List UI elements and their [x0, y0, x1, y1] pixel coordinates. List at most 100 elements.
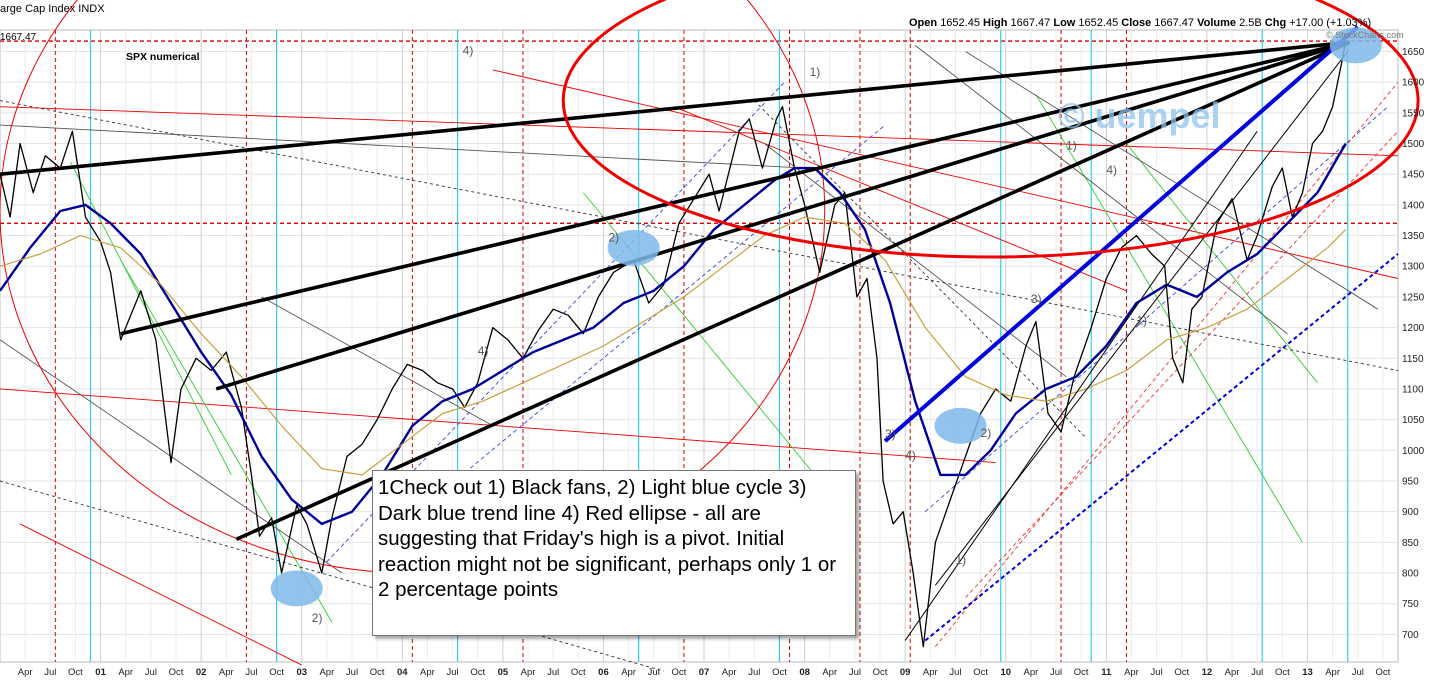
x-tick-label: Apr	[219, 667, 234, 678]
x-tick-label: Oct	[671, 667, 686, 678]
channel-line	[0, 124, 805, 169]
wave-label: 1)	[955, 553, 966, 567]
x-tick-label: Oct	[1275, 667, 1290, 678]
x-tick-label: Apr	[420, 667, 435, 678]
channel-line	[673, 106, 1127, 292]
support-line	[934, 51, 1349, 586]
channel-line	[0, 106, 1399, 157]
x-tick-label: Jul	[949, 667, 961, 678]
dashed-channel-line	[753, 100, 1087, 439]
red-ellipse	[561, 0, 1420, 259]
wave-label: 4)	[905, 449, 916, 463]
fan-line	[0, 40, 1350, 176]
x-tick-label: Apr	[18, 667, 33, 678]
y-tick-label: 1300	[1402, 262, 1425, 273]
x-tick-label: 09	[900, 667, 911, 678]
x-tick-label: Jul	[245, 667, 257, 678]
cycle-blob	[934, 407, 987, 444]
series-label: SPX numerical	[126, 51, 200, 63]
cycle-blobs	[270, 27, 1382, 607]
x-tick-label: Oct	[1174, 667, 1189, 678]
wave-label: 3)	[1031, 292, 1042, 306]
channel-line	[120, 259, 333, 623]
x-tick-label: 08	[799, 667, 810, 678]
cycle-blob	[270, 570, 323, 607]
x-tick-label: Oct	[873, 667, 888, 678]
plot-frame	[0, 29, 1399, 663]
y-tick-label: 1450	[1402, 170, 1425, 181]
channel-line	[261, 296, 494, 427]
x-tick-label: Jul	[648, 667, 660, 678]
x-tick-label: 06	[598, 667, 609, 678]
x-tick-label: 11	[1101, 667, 1112, 678]
x-tick-label: Oct	[68, 667, 83, 678]
series-ma_short	[0, 216, 1347, 476]
wave-label: 2)	[608, 231, 619, 245]
x-tick-label: Apr	[1225, 667, 1240, 678]
y-tick-label: 850	[1402, 538, 1419, 549]
x-tick-label: Oct	[269, 667, 284, 678]
y-tick-label: 1100	[1402, 384, 1424, 395]
channel-line	[965, 51, 1379, 310]
wave-label: 2)	[312, 611, 323, 625]
y-tick-label: 750	[1402, 599, 1419, 610]
x-tick-label: Oct	[571, 667, 586, 678]
y-tick-label: 1400	[1402, 200, 1425, 211]
stockcharts-watermark: © StockCharts.com	[1326, 30, 1404, 40]
wave-label: 3)	[885, 427, 896, 441]
dashed-trend-line	[924, 106, 1389, 513]
x-tick-label: Oct	[470, 667, 485, 678]
y-tick-label: 1150	[1402, 354, 1424, 365]
x-tick-label: Jul	[447, 667, 459, 678]
x-tick-label: Jul	[145, 667, 157, 678]
x-tick-label: Apr	[621, 667, 636, 678]
x-tick-label: Oct	[973, 667, 988, 678]
x-tick-label: 10	[1000, 667, 1011, 678]
wave-label: 4)	[463, 44, 474, 58]
cycle-blob	[607, 229, 660, 266]
x-tick-label: 13	[1302, 667, 1313, 678]
x-tick-label: Apr	[1325, 667, 1340, 678]
black-fans	[0, 0, 1420, 642]
ohlc-readout: Open 1652.45 High 1667.47 Low 1652.45 Cl…	[909, 17, 1371, 29]
dashed-channel-line	[0, 480, 664, 672]
x-tick-label: Jul	[44, 667, 56, 678]
y-tick-label: 1200	[1402, 323, 1425, 334]
dashed-red-line	[965, 130, 1399, 598]
axes: 700 750 800 850 900 950 1000 1050 1100 1150 1200 12…	[18, 47, 1425, 678]
y-tick-label: 1250	[1402, 292, 1425, 303]
x-tick-label: Jul	[1251, 667, 1263, 678]
author-watermark: © uempel	[1058, 95, 1221, 136]
x-tick-label: Jul	[1151, 667, 1163, 678]
channel-line	[914, 44, 1288, 335]
x-tick-label: Jul	[1050, 667, 1062, 678]
y-tick-label: 1650	[1402, 47, 1425, 58]
y-tick-label: 1600	[1402, 78, 1425, 89]
y-tick-label: 950	[1402, 476, 1419, 487]
y-tick-label: 1050	[1402, 415, 1425, 426]
fan-line	[215, 40, 1351, 391]
x-tick-label: Apr	[822, 667, 837, 678]
dashed-red-line	[935, 81, 1399, 647]
channel-line	[764, 143, 1067, 378]
fan-line	[120, 40, 1351, 336]
last-price-tag: 1667.47	[0, 32, 37, 43]
x-tick-label: Oct	[1074, 667, 1089, 678]
channel-line	[19, 523, 302, 666]
annotation-box: 1Check out 1) Black fans, 2) Light blue …	[372, 470, 856, 636]
x-tick-label: Apr	[923, 667, 938, 678]
channel-line	[1126, 143, 1318, 384]
x-tick-label: 07	[699, 667, 710, 678]
y-tick-label: 900	[1402, 507, 1419, 518]
x-tick-label: Oct	[169, 667, 184, 678]
wave-label: 1)	[1137, 314, 1148, 328]
x-tick-label: Apr	[521, 667, 536, 678]
overlay-lines	[0, 0, 1399, 672]
x-tick-label: 12	[1202, 667, 1213, 678]
y-tick-label: 1500	[1402, 139, 1425, 150]
x-tick-label: 05	[498, 667, 509, 678]
wave-label: 2)	[981, 426, 992, 440]
channel-line	[0, 339, 343, 574]
cycle-blob	[1329, 27, 1382, 64]
